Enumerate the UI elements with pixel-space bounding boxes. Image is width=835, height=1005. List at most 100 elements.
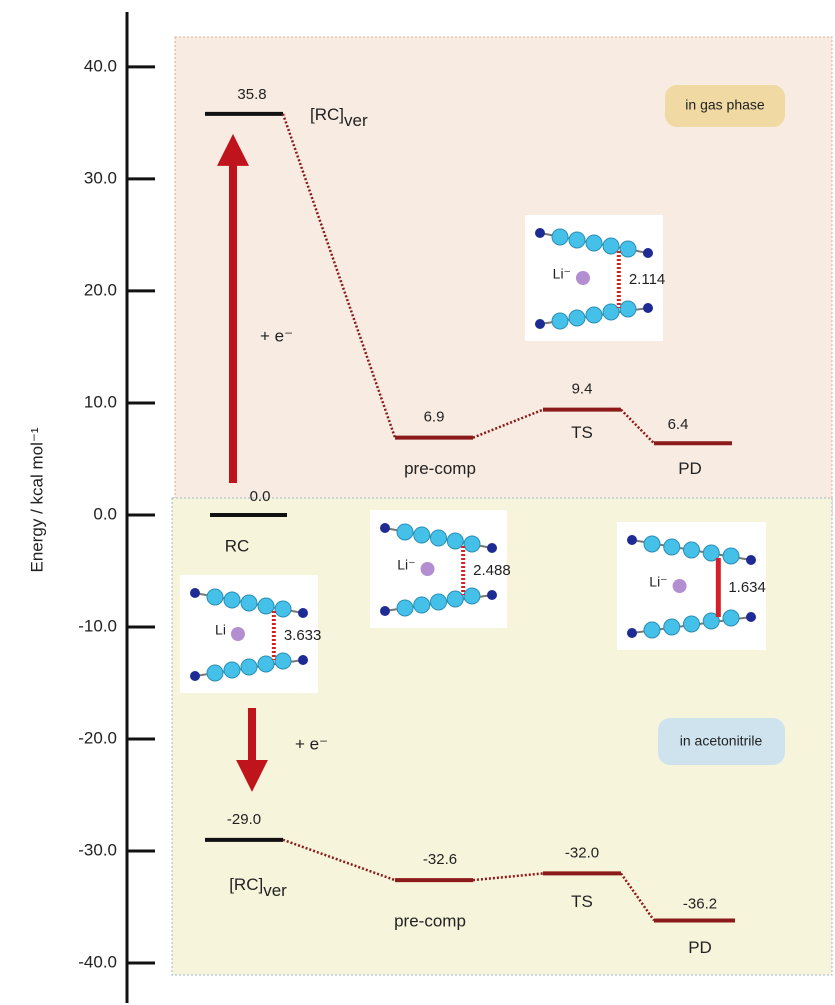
nitrogen-atom (535, 319, 545, 329)
carbon-atom (431, 530, 447, 546)
y-tick-label: 30.0 (84, 168, 117, 187)
carbon-atom (414, 527, 430, 543)
carbon-atom (241, 659, 257, 675)
carbon-atom (620, 241, 636, 257)
ion-label: Li⁻ (553, 266, 571, 282)
state-label: TS (571, 892, 593, 911)
y-tick-label: -40.0 (78, 953, 117, 972)
chart: in gas phase in acetonitrile Energy / kc… (0, 0, 835, 1005)
nitrogen-atom (487, 590, 497, 600)
carbon-atom (397, 524, 413, 540)
carbon-atom (723, 548, 739, 564)
y-axis-label: Energy / kcal mol⁻¹ (27, 427, 46, 572)
nitrogen-atom (627, 628, 637, 638)
state-label: TS (571, 423, 593, 442)
carbon-atom (224, 662, 240, 678)
lithium-atom (421, 562, 435, 576)
carbon-atom (464, 536, 480, 552)
carbon-atom (684, 542, 700, 558)
distance-label: 2.488 (473, 562, 511, 579)
carbon-atom (431, 594, 447, 610)
distance-label: 3.633 (284, 627, 322, 644)
carbon-atom (447, 533, 463, 549)
value-label: -32.6 (423, 851, 457, 868)
carbon-atom (207, 665, 223, 681)
carbon-atom (644, 536, 660, 552)
distance-label: 1.634 (728, 579, 766, 596)
y-tick-label: 10.0 (84, 392, 117, 411)
nitrogen-atom (190, 588, 200, 598)
carbon-atom (586, 235, 602, 251)
lithium-atom (673, 579, 687, 593)
acetonitrile-label: in acetonitrile (680, 733, 763, 749)
y-tick-label: 40.0 (84, 56, 117, 75)
nitrogen-atom (298, 608, 308, 618)
value-label: -29.0 (227, 811, 261, 828)
nitrogen-atom (643, 248, 653, 258)
value-label: 9.4 (572, 381, 593, 398)
carbon-atom (664, 539, 680, 555)
nitrogen-atom (643, 303, 653, 313)
carbon-atom (603, 238, 619, 254)
state-label: pre-comp (404, 459, 476, 478)
molecule-inset: Li⁻ 2.114 (525, 215, 665, 341)
state-label: PD (678, 459, 702, 478)
carbon-atom (241, 595, 257, 611)
molecule-inset: Li 3.633 (180, 575, 321, 693)
carbon-atom (258, 598, 274, 614)
value-label: 0.0 (250, 488, 271, 505)
carbon-atom (620, 301, 636, 317)
state-label: pre-comp (394, 912, 466, 931)
gas-phase-label: in gas phase (685, 97, 765, 113)
value-label: -36.2 (683, 895, 717, 912)
ion-label: Li⁻ (397, 557, 415, 573)
carbon-atom (644, 622, 660, 638)
nitrogen-atom (746, 555, 756, 565)
carbon-atom (447, 591, 463, 607)
carbon-atom (603, 304, 619, 320)
carbon-atom (723, 610, 739, 626)
carbon-atom (586, 307, 602, 323)
carbon-atom (552, 313, 568, 329)
state-label: RC (225, 536, 250, 555)
value-label: -32.0 (565, 844, 599, 861)
y-tick-label: -10.0 (78, 616, 117, 635)
distance-label: 2.114 (629, 271, 665, 288)
ion-label: Li⁻ (649, 574, 667, 590)
y-tick-label: 0.0 (93, 504, 117, 523)
lithium-atom (576, 271, 590, 285)
nitrogen-atom (380, 523, 390, 533)
nitrogen-atom (380, 606, 390, 616)
lithium-atom (231, 627, 245, 641)
ion-label: Li (215, 622, 226, 638)
nitrogen-atom (746, 612, 756, 622)
value-label: 6.4 (668, 416, 689, 433)
nitrogen-atom (190, 671, 200, 681)
carbon-atom (464, 588, 480, 604)
nitrogen-atom (487, 543, 497, 553)
value-label: 35.8 (237, 86, 266, 103)
carbon-atom (258, 656, 274, 672)
carbon-atom (275, 653, 291, 669)
carbon-atom (684, 616, 700, 632)
y-tick-label: 20.0 (84, 280, 117, 299)
y-tick-label: -30.0 (78, 841, 117, 860)
state-label: PD (688, 938, 712, 957)
electron-label: + e⁻ (295, 734, 328, 753)
carbon-atom (275, 601, 291, 617)
nitrogen-atom (627, 535, 637, 545)
nitrogen-atom (298, 655, 308, 665)
carbon-atom (224, 592, 240, 608)
carbon-atom (552, 229, 568, 245)
y-tick-label: -20.0 (78, 728, 117, 747)
molecule-inset: Li⁻ 2.488 (370, 510, 511, 628)
carbon-atom (569, 310, 585, 326)
carbon-atom (397, 600, 413, 616)
electron-label: + e⁻ (260, 326, 293, 345)
value-label: 6.9 (424, 409, 445, 426)
nitrogen-atom (535, 228, 545, 238)
carbon-atom (664, 619, 680, 635)
carbon-atom (569, 232, 585, 248)
carbon-atom (207, 589, 223, 605)
molecule-inset: Li⁻ 1.634 (617, 522, 766, 650)
